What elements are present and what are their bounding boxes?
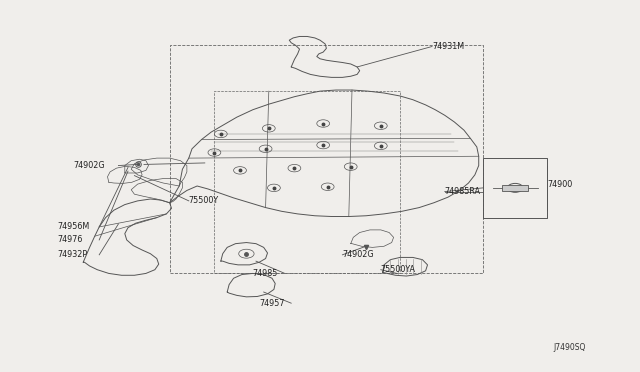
FancyBboxPatch shape xyxy=(502,185,528,191)
Text: 75500YA: 75500YA xyxy=(381,265,416,274)
Text: 74932P: 74932P xyxy=(58,250,88,259)
Text: 74902G: 74902G xyxy=(342,250,374,259)
Text: 75500Y: 75500Y xyxy=(189,196,219,205)
Text: 74902G: 74902G xyxy=(74,161,105,170)
Text: 74985: 74985 xyxy=(253,269,278,278)
Text: 74900: 74900 xyxy=(547,180,572,189)
Text: 74976: 74976 xyxy=(58,235,83,244)
Text: 74931M: 74931M xyxy=(432,42,464,51)
Text: 74956M: 74956M xyxy=(58,222,90,231)
Text: 74985RA: 74985RA xyxy=(445,187,481,196)
Text: J7490SQ: J7490SQ xyxy=(554,343,586,352)
Text: 74957: 74957 xyxy=(259,299,285,308)
